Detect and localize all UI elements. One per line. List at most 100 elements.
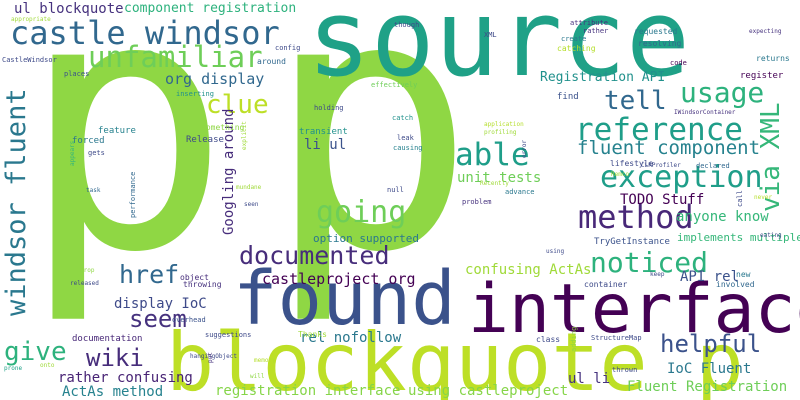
word-adding: adding [570, 326, 578, 352]
word-gets: gets [88, 149, 105, 157]
word-appropriate: appropriate [11, 16, 51, 23]
word-holding: holding [314, 104, 344, 112]
word-remco: Remco [611, 171, 630, 178]
word-released: released [70, 280, 99, 287]
word-task: task [86, 187, 101, 194]
word-declared: declared [696, 162, 730, 170]
word-keep: keep [650, 271, 665, 278]
word-catching: catching [557, 44, 596, 53]
word-rather: rather [583, 27, 609, 35]
word-href: href [119, 260, 180, 289]
word-tell: tell [604, 86, 667, 116]
word-transient: transient [299, 127, 348, 137]
word-call: call [736, 190, 744, 207]
word-recently: Recently [480, 180, 509, 187]
word-problem: problem [462, 198, 492, 206]
word-clrprofiler: CLRProfiler [641, 162, 681, 169]
word-documented: documented [239, 241, 390, 270]
word-give: give [4, 337, 67, 367]
word-method: method [578, 198, 694, 236]
word-around: around [257, 57, 286, 66]
word-fluent-registration: Fluent Registration [627, 379, 788, 395]
word-container: container [584, 280, 628, 289]
word-never: never [754, 194, 773, 201]
word-seem: seem [129, 305, 187, 333]
word-onto: onto [40, 362, 55, 369]
word-li-ul: li ul [304, 137, 347, 153]
word-drop: drop [80, 267, 95, 274]
word-documentation: documentation [72, 334, 143, 344]
word-structuremap: StructureMap [591, 334, 642, 342]
word-involved: involved [716, 280, 755, 289]
word-thrown: thrown [612, 366, 638, 374]
word-trygetinstance: TryGetInstance [594, 237, 670, 247]
word-ul-blockquote: ul blockquote [14, 1, 124, 17]
word-places: places [64, 70, 90, 78]
word-resolving: resolving [638, 39, 682, 48]
word-unfamiliar: unfamiliar [88, 40, 263, 74]
word-actas-method: ActAs method [62, 384, 164, 400]
word-explicit: explicit [241, 121, 248, 150]
word-using: using [546, 248, 565, 255]
word-requested: requested [634, 27, 678, 36]
word-lifestyle: lifestyle [610, 159, 654, 168]
word-feature: feature [98, 126, 136, 136]
word-suggestions: suggestions [205, 331, 252, 339]
word-blockquote-p: blockquote p [166, 316, 744, 400]
word-anyone-know: anyone know [676, 209, 769, 225]
word-something: something [201, 123, 245, 132]
word-hangingobject: hangingObject [190, 353, 237, 360]
word-mundane: mundane [236, 184, 262, 191]
word-found: found [233, 256, 456, 342]
word-performance: performance [129, 171, 137, 218]
word-object: object [180, 273, 209, 282]
word-thanks: Thanks [298, 330, 327, 339]
word-unit-tests: unit tests [457, 170, 542, 186]
word-register: register [740, 71, 784, 81]
word-seen: seen [244, 201, 259, 208]
word-component-registration: component registration [124, 1, 297, 16]
word-windsor-fluent: windsor fluent [1, 88, 32, 316]
word-interface: interface [468, 270, 800, 349]
word-returns: returns [756, 54, 790, 63]
word-though: though [394, 21, 420, 29]
word-prone: prone [4, 365, 23, 372]
word-causing: causing [393, 144, 423, 152]
word-throwing: throwing [183, 280, 222, 289]
word-attribute: attribute [570, 19, 608, 27]
word-effectively: effectively [371, 81, 418, 89]
word-error: error [521, 139, 528, 158]
word-castleproject-org: castleproject org [262, 270, 416, 288]
word-put: put [207, 352, 214, 363]
word-class: class [536, 335, 561, 344]
word-going: going [316, 195, 407, 230]
word-config: config [275, 44, 301, 52]
word-create: create [561, 35, 587, 43]
word-api-rel: API rel [680, 269, 740, 285]
word-todo-stuff: TODO Stuff [620, 192, 705, 208]
word-registration-interface: registration interface [215, 383, 401, 399]
word-code: code [670, 59, 687, 67]
word-forced: forced [72, 136, 105, 146]
word-ul-li: ul li [568, 371, 611, 387]
word-p-left: p [20, 0, 231, 329]
word-find: find [557, 92, 579, 102]
word-expecting: expecting [749, 28, 782, 35]
word-iwindsorcontainer: IWindsorContainer [674, 109, 736, 116]
word-noticed: noticed [590, 246, 709, 279]
word-fluent-component: fluent component [577, 137, 761, 159]
word-castle-windsor: castle windsor [10, 14, 280, 52]
word-implements-multiple: implements multiple [677, 231, 800, 244]
word-p-center: p [265, 0, 476, 329]
word-application: application [484, 121, 524, 128]
word-org-display: org display [165, 70, 265, 88]
word-exception: exception [600, 160, 763, 195]
word-wiki: wiki [86, 344, 144, 372]
word-release: Release [186, 135, 224, 145]
word-rel-nofollow: rel nofollow [300, 330, 402, 346]
word-castlewindsor: CastleWindsor [2, 56, 57, 64]
word-profiling: profiling [484, 129, 517, 136]
word-xml: XML [484, 31, 497, 39]
word-ioc-fluent: IoC Fluent [667, 361, 752, 377]
